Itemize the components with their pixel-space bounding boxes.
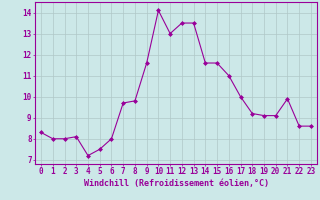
X-axis label: Windchill (Refroidissement éolien,°C): Windchill (Refroidissement éolien,°C): [84, 179, 268, 188]
